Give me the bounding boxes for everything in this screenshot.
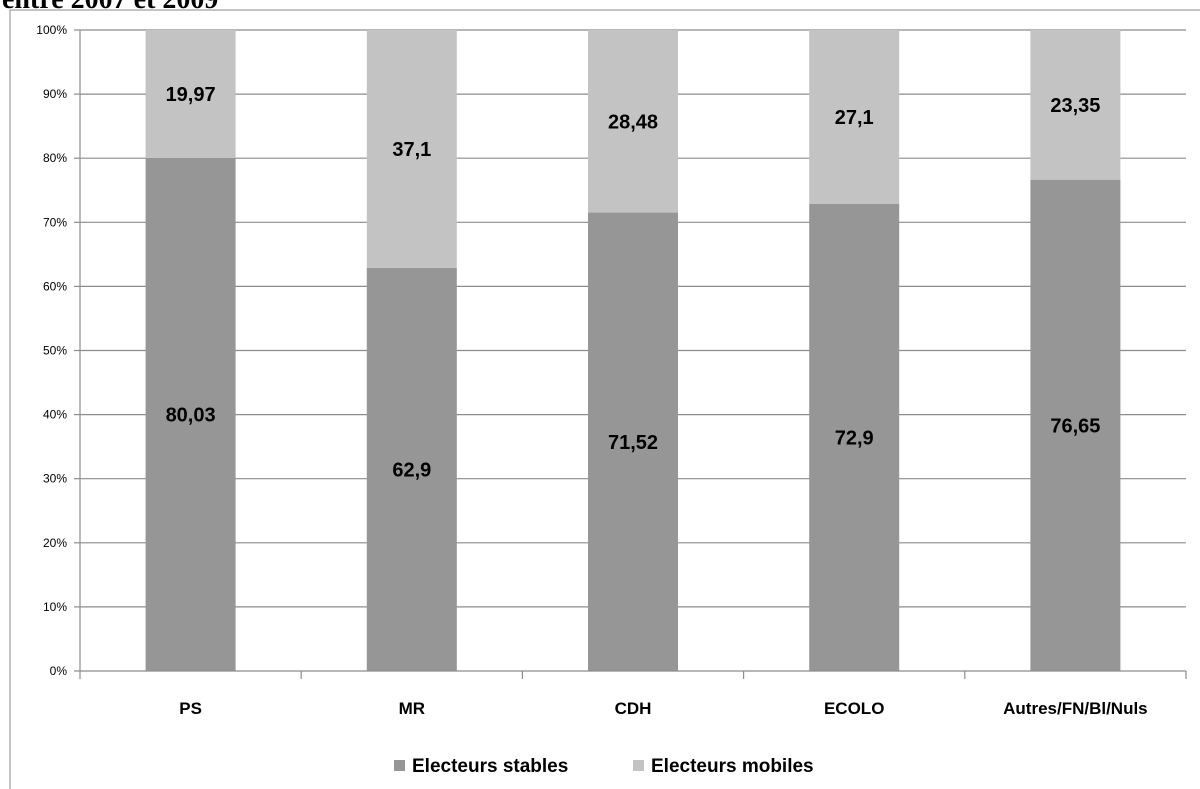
data-labels: 80,03 19,97 62,9 37,1 71,52 28,48 72,9 27,1 76,6… <box>166 84 1101 481</box>
x-tick-label: Autres/FN/Bl/Nuls <box>1003 699 1148 718</box>
bars <box>145 30 1121 672</box>
y-tick-label: 90% <box>43 87 67 101</box>
bar-stables <box>1030 179 1121 671</box>
data-label: 62,9 <box>392 459 431 481</box>
bar-mobiles <box>145 30 236 159</box>
chart-frame <box>9 9 1200 789</box>
x-tick-label: PS <box>179 699 202 718</box>
legend: Electeurs stables Electeurs mobiles <box>394 756 814 777</box>
y-tick-label: 30% <box>43 472 67 486</box>
data-label: 76,65 <box>1050 415 1100 437</box>
data-label: 23,35 <box>1050 95 1100 117</box>
legend-swatch <box>394 760 405 771</box>
bar-stables <box>588 212 678 671</box>
y-tick-label: 60% <box>43 279 67 293</box>
x-tick-label: CDH <box>615 699 652 718</box>
data-label: 27,1 <box>835 107 874 129</box>
bar-mobiles <box>366 30 457 268</box>
bar-mobiles <box>809 30 900 204</box>
page-title: entre 2007 et 2009 <box>2 0 218 16</box>
data-label: 19,97 <box>166 84 216 106</box>
data-label: 37,1 <box>392 139 431 161</box>
bar-stables <box>366 267 457 671</box>
y-tick-label: 10% <box>43 600 67 614</box>
axes: 0% 10% 20% 30% 40% 50% 60% 70% 80% 90% 100% PS MR CDH… <box>36 23 1187 718</box>
y-tick-label: 80% <box>43 151 67 165</box>
legend-label: Electeurs mobiles <box>651 756 814 777</box>
data-label: 72,9 <box>835 427 874 449</box>
bar-mobiles <box>588 30 678 213</box>
legend-swatch <box>633 760 644 771</box>
y-tick-label: 50% <box>43 344 67 358</box>
y-tick-label: 70% <box>43 215 67 229</box>
y-tick-label: 100% <box>36 23 67 37</box>
x-tick-label: ECOLO <box>824 699 884 718</box>
bar-mobiles <box>1030 30 1121 180</box>
x-tick-label: MR <box>399 699 425 718</box>
y-tick-label: 0% <box>50 664 68 678</box>
bar-stables <box>145 158 236 672</box>
data-label: 28,48 <box>608 111 658 133</box>
bar-stables <box>809 203 900 671</box>
legend-label: Electeurs stables <box>412 756 568 777</box>
data-label: 80,03 <box>166 405 216 427</box>
y-tick-label: 20% <box>43 536 67 550</box>
y-tick-label: 40% <box>43 408 67 422</box>
data-label: 71,52 <box>608 432 658 454</box>
